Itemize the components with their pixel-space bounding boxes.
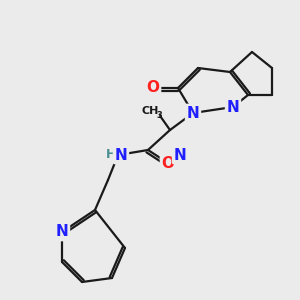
Text: N: N [56, 224, 68, 239]
Text: 3: 3 [156, 110, 162, 119]
Text: H: H [106, 148, 116, 161]
Text: N: N [115, 148, 128, 163]
Text: N: N [187, 106, 200, 121]
Text: CH: CH [141, 106, 159, 116]
Text: N: N [174, 148, 186, 163]
Text: O: O [146, 80, 160, 95]
Text: N: N [226, 100, 239, 115]
Text: O: O [161, 155, 175, 170]
